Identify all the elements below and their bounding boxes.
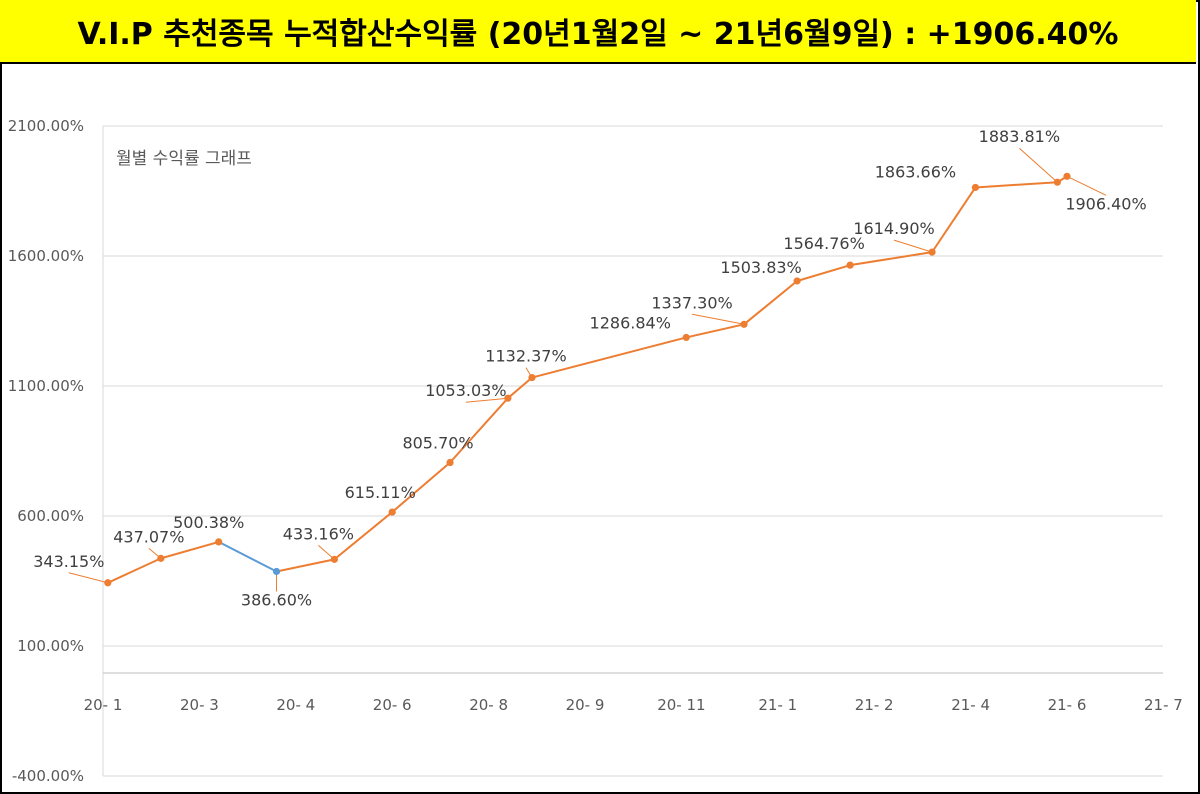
x-tick-label: 21- 6 [1048, 696, 1087, 714]
series-segment [449, 397, 509, 464]
data-label: 1906.40% [1065, 194, 1146, 213]
data-point [215, 538, 223, 546]
leader-line [893, 239, 933, 253]
data-label: 433.16% [283, 524, 354, 543]
y-tick-label: -400.00% [12, 767, 84, 785]
x-tick-label: 20- 6 [373, 696, 412, 714]
x-tick-label: 20- 4 [276, 696, 315, 714]
data-point [272, 567, 281, 576]
chart-subtitle: 월별 수익률 그래프 [116, 149, 252, 169]
data-point [846, 261, 854, 269]
data-point [330, 555, 338, 563]
series-segment [796, 264, 851, 282]
data-label: 1286.84% [590, 313, 671, 332]
series-segment [333, 511, 393, 561]
data-label: 1503.83% [720, 258, 801, 277]
x-tick-label: 21- 7 [1144, 696, 1183, 714]
leader-line [691, 313, 745, 325]
data-point [682, 333, 690, 342]
x-tick-label: 20- 9 [566, 696, 605, 714]
series-segment [531, 336, 687, 379]
page-title: V.I.P 추천종목 누적합산수익률 (20년1월2일 ~ 21년6월9일) :… [0, 0, 1196, 64]
data-point [971, 183, 980, 192]
y-tick-label: 1600.00% [8, 247, 84, 265]
data-point [740, 320, 748, 328]
x-tick-label: 20- 8 [469, 696, 508, 714]
data-label: 1614.90% [853, 219, 934, 238]
data-label: 1883.81% [979, 127, 1060, 146]
x-tick-label: 21- 2 [855, 696, 894, 714]
data-label: 1053.03% [425, 381, 506, 400]
data-point [157, 554, 165, 562]
series-segment [975, 181, 1058, 189]
y-tick-label: 600.00% [17, 507, 84, 525]
data-point [528, 373, 536, 382]
leader-line [1066, 175, 1107, 196]
data-point [928, 248, 936, 256]
x-tick-label: 21- 1 [758, 696, 797, 714]
data-point [1063, 172, 1071, 180]
data-label: 1132.37% [485, 347, 566, 366]
data-point [504, 394, 512, 402]
x-tick-label: 20- 11 [657, 696, 705, 714]
data-label: 1863.66% [875, 162, 956, 181]
leader-line [1019, 147, 1058, 183]
leader-line [68, 572, 108, 584]
y-tick-label: 2100.00% [8, 117, 84, 135]
leader-line [465, 397, 508, 403]
data-point [793, 277, 801, 285]
data-label: 805.70% [402, 434, 473, 453]
data-point [104, 579, 112, 587]
data-label: 615.11% [345, 483, 416, 502]
series-segment [160, 540, 219, 560]
data-point [388, 508, 396, 516]
series-segment [276, 558, 335, 573]
x-tick-label: 21- 4 [951, 696, 990, 714]
data-point [446, 458, 454, 467]
series-segment [391, 461, 451, 513]
data-label: 386.60% [241, 590, 312, 609]
x-tick-label: 20- 1 [84, 696, 123, 714]
data-label: 1564.76% [783, 234, 864, 253]
series-segment [507, 376, 533, 399]
series-segment [685, 323, 745, 339]
data-label: 343.15% [33, 552, 104, 571]
data-label: 1337.30% [651, 293, 732, 312]
data-point [1053, 178, 1061, 186]
data-label: 500.38% [173, 513, 244, 532]
x-tick-label: 20- 3 [180, 696, 219, 714]
y-tick-label: 1100.00% [8, 377, 84, 395]
series-segment [107, 557, 162, 584]
series-segment [931, 186, 977, 253]
series-segment [743, 280, 798, 326]
data-label: 437.07% [113, 527, 184, 546]
series-segment [218, 541, 277, 573]
series-segment [849, 251, 933, 267]
line-chart: 2100.00% 1600.00% 1100.00% 600.00% 100.00% -4… [8, 117, 1183, 785]
y-tick-label: 100.00% [17, 637, 84, 655]
